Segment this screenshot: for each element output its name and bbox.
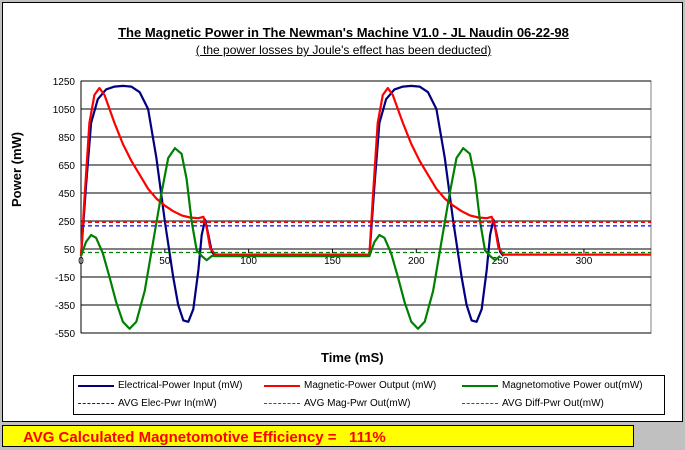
y-tick-label: -350 — [55, 301, 75, 312]
legend-swatch — [264, 384, 300, 387]
efficiency-text: AVG Calculated Magnetomotive Efficiency … — [23, 429, 386, 446]
x-tick-label: 300 — [576, 256, 593, 267]
y-tick-label: 850 — [58, 133, 75, 144]
legend-label: AVG Elec-Pwr In(mW) — [118, 398, 217, 409]
y-tick-label: 50 — [64, 245, 76, 256]
chart-subtitle: ( the power losses by Joule's effect has… — [195, 43, 492, 57]
y-tick-label: 1250 — [53, 77, 76, 88]
legend-item: AVG Elec-Pwr In(mW) — [78, 398, 217, 409]
legend-label: Magnetic-Power Output (mW) — [304, 380, 437, 391]
y-tick-label: 1050 — [53, 105, 76, 116]
x-axis-label: Time (mS) — [321, 350, 384, 365]
y-tick-label: 450 — [58, 189, 75, 200]
legend: Electrical-Power Input (mW) Magnetic-Powe… — [73, 375, 665, 415]
legend-label: Electrical-Power Input (mW) — [118, 380, 243, 391]
x-tick-label: 100 — [240, 256, 257, 267]
y-tick-label: 650 — [58, 161, 75, 172]
legend-item: Electrical-Power Input (mW) — [78, 380, 242, 391]
y-tick-label: -550 — [55, 329, 75, 340]
x-tick-label: 50 — [159, 256, 171, 267]
legend-item: Magnetomotive Power out(mW) — [462, 380, 643, 391]
x-tick-label: 150 — [324, 256, 341, 267]
y-tick-label: 250 — [58, 217, 75, 228]
legend-label: Magnetomotive Power out(mW) — [502, 380, 643, 391]
y-axis-label: Power (mW) — [9, 131, 24, 207]
x-tick-label: 200 — [408, 256, 425, 267]
legend-item: AVG Mag-Pwr Out(mW) — [264, 398, 410, 409]
legend-swatch — [264, 403, 300, 404]
legend-swatch — [78, 403, 114, 404]
legend-swatch — [462, 403, 498, 404]
series-line-3 — [79, 147, 501, 330]
x-tick-label: 250 — [492, 256, 509, 267]
legend-swatch — [462, 384, 498, 387]
legend-item: Magnetic-Power Output (mW) — [264, 380, 436, 391]
chart-title: The Magnetic Power in The Newman's Machi… — [118, 25, 569, 40]
y-tick-label: -150 — [55, 273, 75, 284]
chart-area: The Magnetic Power in The Newman's Machi… — [2, 2, 683, 422]
plot-svg: 1250105085065045025050-150-350-550050100… — [53, 77, 652, 340]
legend-swatch — [78, 384, 114, 387]
legend-label: AVG Mag-Pwr Out(mW) — [304, 398, 411, 409]
legend-label: AVG Diff-Pwr Out(mW) — [502, 398, 604, 409]
legend-item: AVG Diff-Pwr Out(mW) — [462, 398, 604, 409]
efficiency-banner: AVG Calculated Magnetomotive Efficiency … — [2, 425, 634, 447]
